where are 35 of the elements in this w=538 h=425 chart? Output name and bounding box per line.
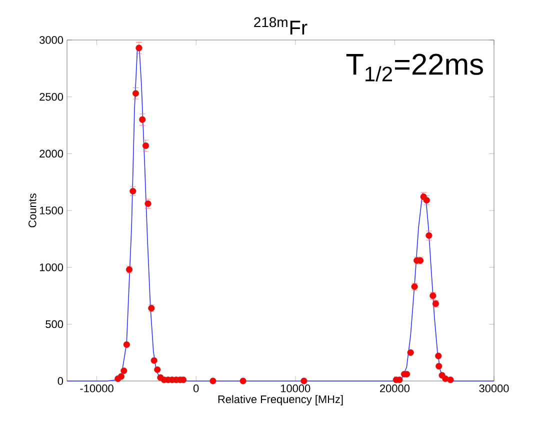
y-tick-label: 3000	[40, 36, 64, 44]
point	[150, 357, 158, 364]
point	[300, 378, 308, 384]
point	[132, 90, 140, 97]
y-tick-label: 0	[58, 377, 64, 385]
point	[210, 378, 216, 384]
y-tick-label: 1000	[40, 263, 64, 272]
point	[396, 376, 403, 384]
point	[447, 376, 454, 384]
point	[435, 352, 442, 360]
point	[154, 366, 161, 373]
y-axis-title: Counts	[28, 194, 36, 228]
point	[240, 378, 246, 384]
x-axis-title: Relative Frequency [MHz]	[218, 395, 343, 406]
point	[180, 376, 187, 384]
annotation: T$_{1/2}$=22ms	[346, 54, 483, 82]
point	[407, 349, 414, 356]
x-tick-label: 10000	[280, 384, 310, 392]
x-tick-label: -10000	[80, 384, 114, 392]
x-tick-label: 0	[193, 384, 199, 392]
y-tick-label: 500	[46, 320, 64, 328]
point	[118, 373, 125, 380]
point	[142, 142, 150, 150]
y-tick-label: 2000	[40, 150, 64, 158]
x-tick-label: 20000	[380, 384, 410, 392]
point	[120, 367, 128, 374]
chart-title: $^{218m}$Fr	[254, 17, 308, 34]
point	[403, 370, 410, 378]
y-tick-label: 2500	[40, 92, 64, 101]
point	[436, 362, 442, 370]
y-tick-label: 1500	[40, 206, 64, 214]
point	[123, 341, 130, 348]
x-tick-label: 30000	[479, 384, 509, 392]
point	[136, 44, 142, 52]
point	[139, 116, 146, 123]
